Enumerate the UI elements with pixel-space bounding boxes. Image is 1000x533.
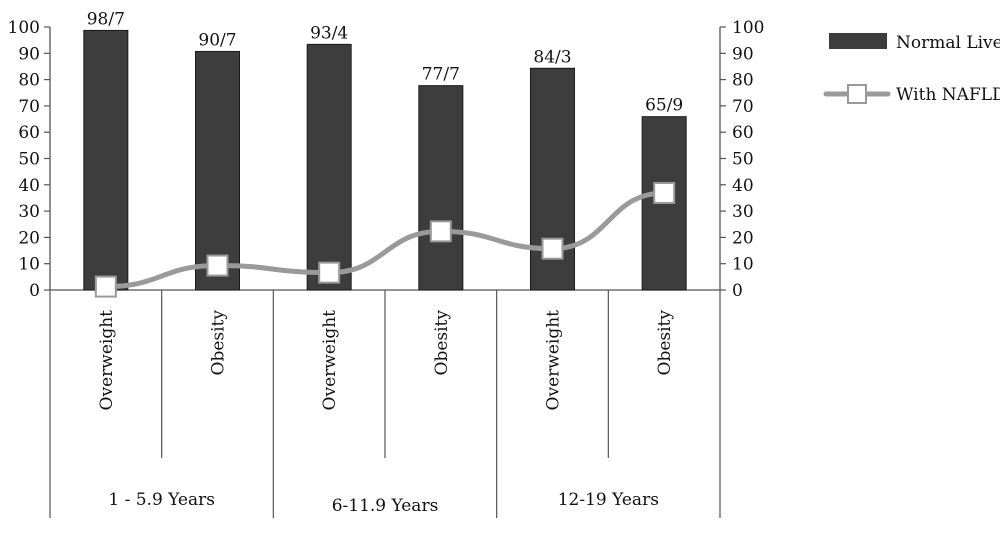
left-tick-label: 40: [18, 176, 40, 196]
line-point-marker: [206, 254, 229, 277]
right-tick-label: 100: [732, 18, 764, 38]
left-tick-label: 50: [18, 150, 40, 170]
category-label: Obesity: [209, 310, 229, 376]
group-label: 6-11.9 Years: [332, 496, 439, 516]
left-tick-label: 80: [18, 71, 40, 91]
group-label: 12-19 Years: [558, 490, 659, 510]
bar: [418, 85, 464, 291]
category-label: Obesity: [432, 310, 452, 376]
bar-data-label: 77/7: [422, 65, 460, 85]
x-axis-categories: Overweight Obesity Overweight Obesity Overwe…: [97, 310, 675, 516]
left-tick-label: 100: [8, 18, 40, 38]
left-tick-label: 0: [29, 281, 40, 301]
legend-marker-with-nafld: [847, 84, 867, 104]
right-tick-label: 0: [732, 281, 743, 301]
category-label: Overweight: [97, 310, 117, 411]
bar: [306, 43, 352, 291]
right-tick-label: 60: [732, 123, 754, 143]
left-tick-label: 20: [18, 228, 40, 248]
legend-swatch-normal-live: [829, 33, 887, 49]
right-tick-label: 10: [732, 255, 754, 275]
right-tick-label: 50: [732, 150, 754, 170]
right-tick-label: 70: [732, 97, 754, 117]
line-point-marker: [318, 261, 341, 284]
legend: Normal Live With NAFLD: [823, 33, 1000, 105]
legend-label-with-nafld: With NAFLD: [896, 85, 1000, 105]
line-point-marker: [653, 181, 676, 204]
bar-series-normal-live: [83, 29, 687, 291]
right-tick-label: 30: [732, 202, 754, 222]
bar-data-label: 65/9: [645, 96, 683, 116]
category-label: Overweight: [320, 310, 340, 411]
group-label: 1 - 5.9 Years: [108, 490, 215, 510]
line-point-marker: [94, 275, 117, 298]
axes: [49, 27, 721, 518]
right-tick-label: 20: [732, 228, 754, 248]
left-tick-label: 70: [18, 97, 40, 117]
line-point-marker: [429, 220, 452, 243]
bar: [195, 50, 240, 291]
bar-data-label: 90/7: [198, 30, 236, 50]
line-series-with-nafld: [94, 181, 676, 298]
left-y-axis: 0 10 20 30 40 50 60 70 80 90 100: [8, 18, 50, 301]
bar-data-label: 84/3: [533, 47, 571, 67]
bar-data-label: 98/7: [87, 9, 125, 29]
right-y-axis: 0 10 20 30 40 50 60 70 80 90 100: [720, 18, 764, 301]
right-tick-label: 40: [732, 176, 754, 196]
line-point-marker: [541, 237, 564, 260]
left-tick-label: 90: [18, 44, 40, 64]
series-line: [103, 190, 667, 290]
left-tick-label: 60: [18, 123, 40, 143]
bar-data-labels: 98/7 90/7 93/4 77/7 84/3 65/9: [87, 9, 684, 115]
bar-data-label: 93/4: [310, 23, 348, 43]
right-tick-label: 90: [732, 44, 754, 64]
legend-label-normal-live: Normal Live: [896, 33, 1000, 53]
left-tick-label: 30: [18, 202, 40, 222]
category-label: Overweight: [544, 310, 564, 411]
category-label: Obesity: [655, 310, 675, 376]
left-tick-label: 10: [18, 255, 40, 275]
bar: [83, 29, 129, 291]
right-tick-label: 80: [732, 71, 754, 91]
